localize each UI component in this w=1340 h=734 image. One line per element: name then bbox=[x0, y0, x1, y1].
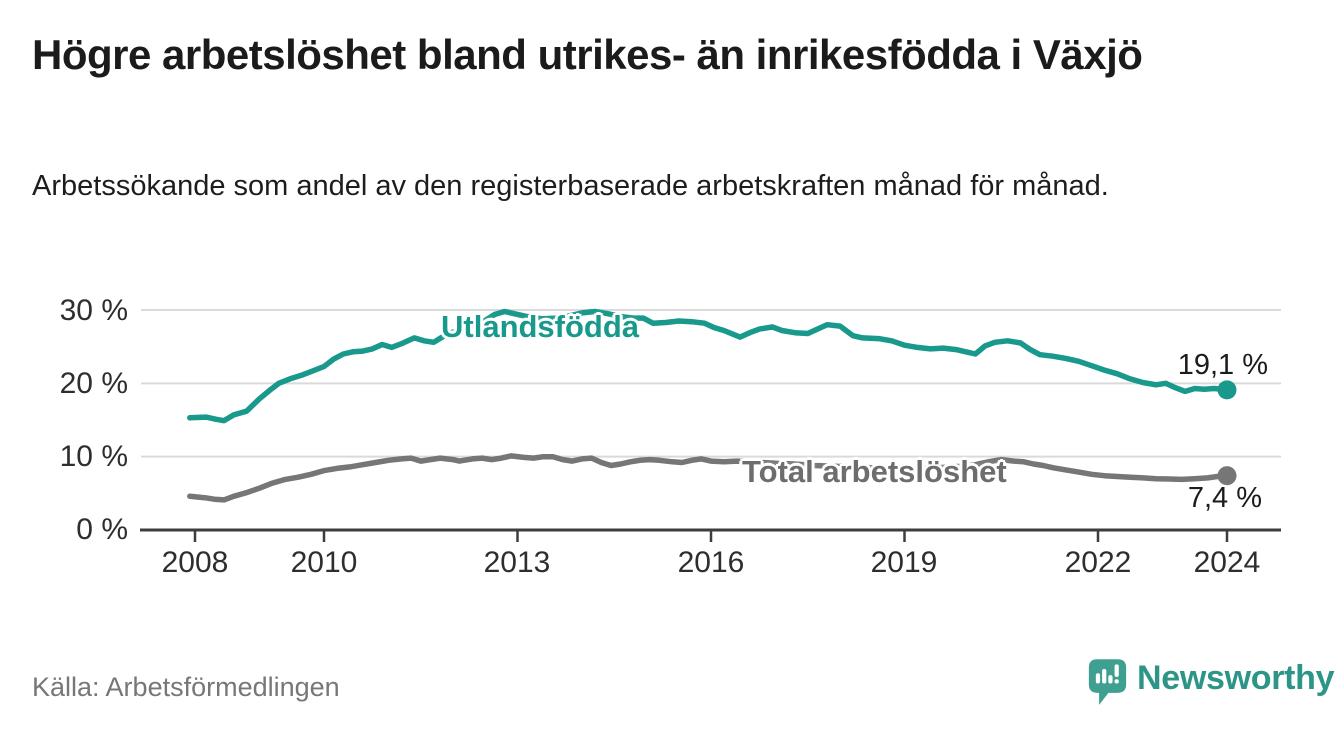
newsworthy-logo-text: Newsworthy bbox=[1137, 658, 1335, 697]
y-axis-label-30: 30 % bbox=[59, 294, 128, 327]
x-axis-label-2013: 2013 bbox=[483, 546, 551, 579]
y-axis-label-20: 20 % bbox=[59, 367, 128, 400]
x-axis-label-2024: 2024 bbox=[1193, 546, 1261, 579]
series-label-total-arbetsloshet: Total arbetslöshet bbox=[742, 454, 1007, 489]
x-axis-label-2016: 2016 bbox=[677, 546, 745, 579]
end-value-annotation-utlandsfodda: 19,1 % bbox=[1177, 349, 1268, 381]
newsworthy-logo[interactable]: Newsworthy bbox=[1087, 655, 1335, 711]
page-subtitle: Arbetssökande som andel av den registerb… bbox=[32, 170, 1109, 202]
page-title: Högre arbetslöshet bland utrikes- än inr… bbox=[32, 31, 1143, 78]
x-axis-label-2010: 2010 bbox=[290, 546, 358, 579]
source-attribution: Källa: Arbetsförmedlingen bbox=[32, 672, 340, 702]
y-axis-label-0: 0 % bbox=[76, 513, 128, 546]
y-axis-label-10: 10 % bbox=[59, 440, 128, 473]
newsworthy-logo-icon bbox=[1088, 658, 1127, 705]
x-axis-label-2019: 2019 bbox=[870, 546, 938, 579]
x-axis-label-2022: 2022 bbox=[1064, 546, 1132, 579]
x-axis-label-2008: 2008 bbox=[161, 546, 229, 579]
series-end-dot-utlandsf-dda bbox=[1217, 380, 1237, 400]
end-value-annotation-total: 7,4 % bbox=[1187, 482, 1262, 514]
series-line-total-arbetsl-shet bbox=[187, 453, 1230, 503]
series-label-utlandsfodda: Utlandsfödda bbox=[441, 309, 640, 344]
series-line-utlandsf-dda bbox=[187, 308, 1230, 424]
